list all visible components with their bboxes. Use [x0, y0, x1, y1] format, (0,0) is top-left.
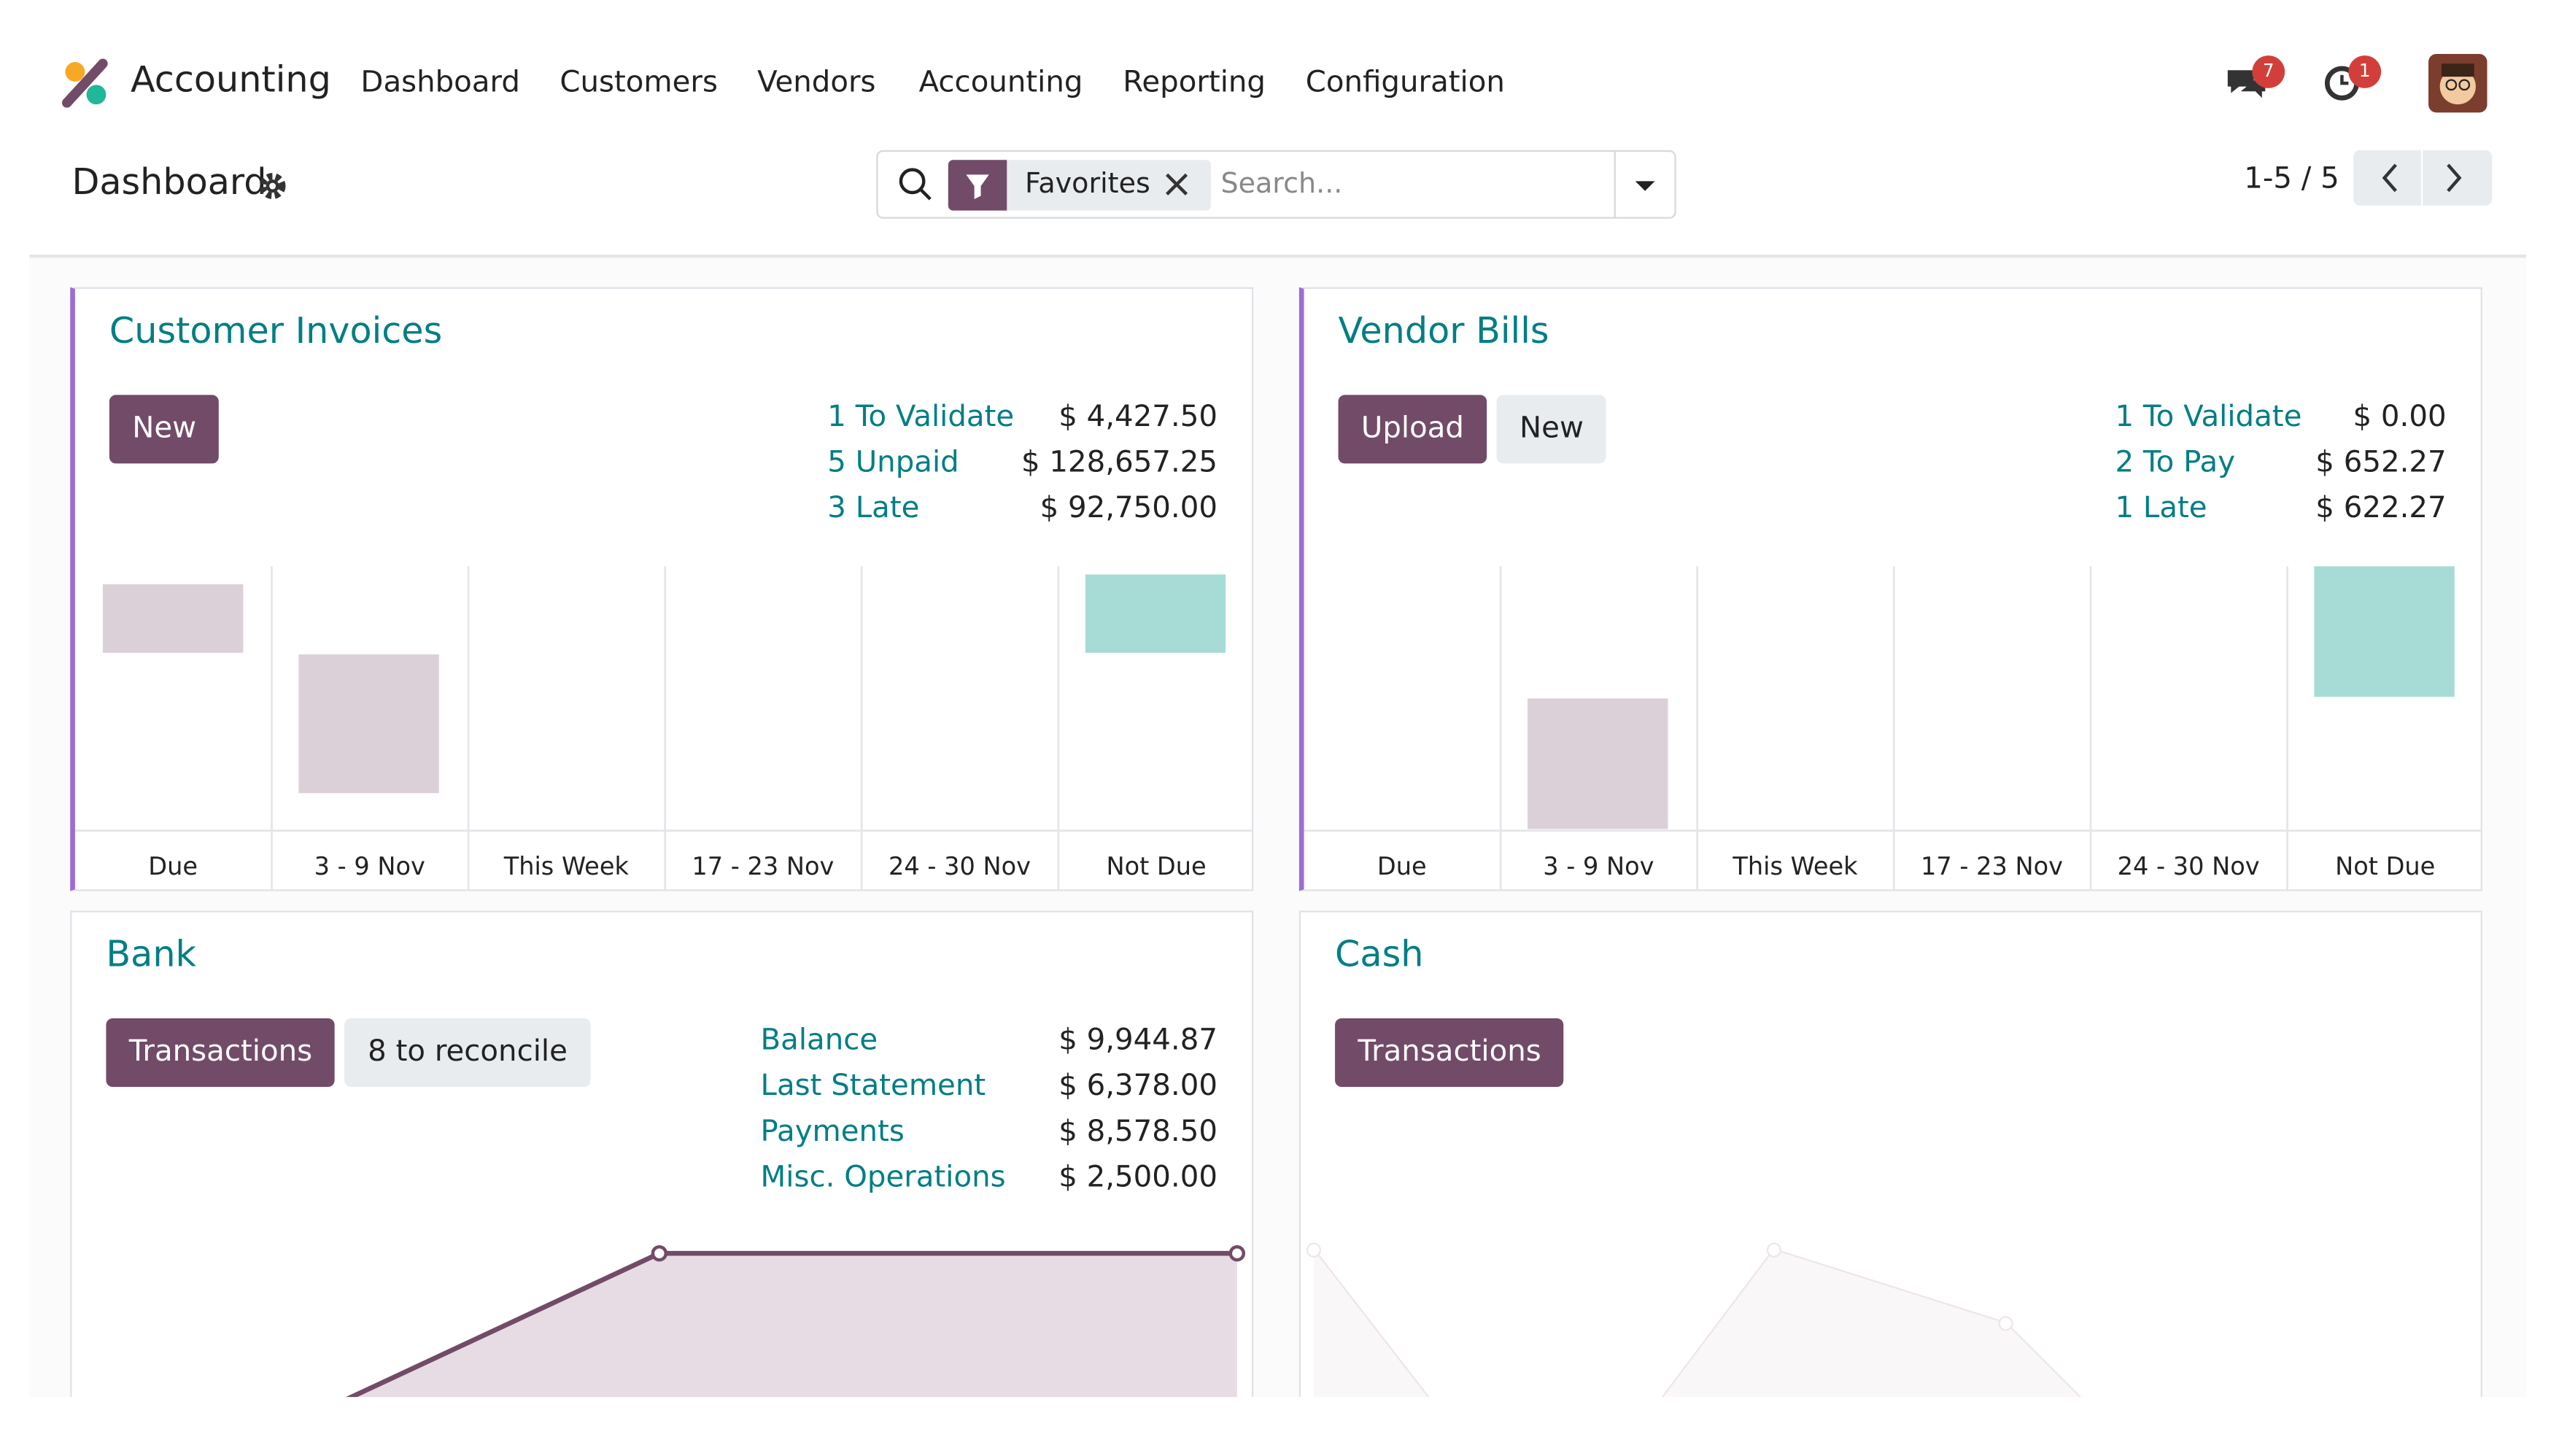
stat-amount: $ 2,500.00	[1058, 1160, 1217, 1195]
stat-amount: $ 622.27	[2315, 491, 2447, 526]
stat-label[interactable]: 1 To Validate	[2115, 400, 2302, 435]
column-label: 24 - 30 Nov	[2117, 851, 2260, 882]
column-label: 3 - 9 Nov	[314, 851, 425, 882]
breadcrumb: Dashboard	[71, 163, 267, 204]
search-placeholder[interactable]: Search...	[1220, 168, 1343, 201]
button[interactable]: New	[1496, 395, 1607, 464]
card: Vendor Bills Upload New 1 To Validate $ 0.00…	[1298, 287, 2482, 891]
menu-item[interactable]: Vendors	[757, 65, 876, 100]
bar[interactable]	[298, 654, 439, 794]
button[interactable]: Upload	[1338, 395, 1487, 464]
button[interactable]: New	[109, 395, 220, 464]
pager: 1-5 / 5	[2244, 161, 2339, 196]
stat-label[interactable]: 5 Unpaid	[827, 445, 959, 480]
bar[interactable]	[2314, 566, 2455, 697]
stat-amount: $ 6,378.00	[1058, 1069, 1217, 1104]
column-label: Not Due	[2335, 851, 2436, 882]
menu-item[interactable]: Accounting	[918, 65, 1083, 100]
menu-item[interactable]: Dashboard	[360, 65, 520, 100]
activities-badge: 1	[2348, 55, 2382, 88]
stat-label[interactable]: Payments	[760, 1115, 905, 1150]
card-title[interactable]: Customer Invoices	[109, 311, 443, 353]
settings-gear[interactable]	[258, 171, 287, 201]
bar[interactable]	[102, 584, 244, 653]
button[interactable]: 8 to reconcile	[344, 1018, 591, 1088]
column-label: Not Due	[1106, 851, 1207, 882]
stat-amount: $ 4,427.50	[1058, 400, 1217, 435]
button[interactable]: Transactions	[1335, 1018, 1565, 1088]
stat-label[interactable]: Misc. Operations	[760, 1160, 1006, 1195]
bar[interactable]	[1528, 698, 1668, 829]
card: Bank Transactions 8 to reconcile Balance $ 9…	[70, 910, 1254, 1398]
divider	[1614, 152, 1616, 217]
menu-item[interactable]: Customers	[560, 65, 718, 100]
messages-badge: 7	[2252, 55, 2285, 88]
stat-amount: $ 92,750.00	[1040, 491, 1217, 526]
card: Customer Invoices New 1 To Validate $ 4,427…	[70, 287, 1254, 891]
stat-label[interactable]: Last Statement	[760, 1069, 986, 1104]
bar[interactable]	[1085, 574, 1226, 653]
stat-label[interactable]: 1 Late	[2115, 491, 2207, 526]
stat-amount: $ 652.27	[2315, 445, 2447, 480]
button[interactable]: Transactions	[106, 1018, 336, 1088]
content: Customer Invoices New 1 To Validate $ 4,427…	[29, 257, 2527, 1398]
column-label: This Week	[1733, 851, 1858, 882]
search-toggle[interactable]	[1632, 177, 1658, 196]
stat-label[interactable]: 2 To Pay	[2115, 445, 2236, 480]
column-label: This Week	[503, 851, 629, 882]
menu-item[interactable]: Reporting	[1123, 65, 1266, 100]
card: Cash Transactions	[1298, 910, 2482, 1398]
bar-chart	[74, 566, 1252, 890]
line-chart	[346, 1245, 1246, 1398]
stat-label[interactable]: 1 To Validate	[827, 400, 1015, 435]
column-label: 17 - 23 Nov	[1921, 851, 2064, 882]
line-chart	[1306, 1242, 2082, 1398]
app-name[interactable]: Accounting	[130, 60, 331, 101]
bar-chart	[1304, 566, 2481, 890]
facet-icon	[948, 160, 1007, 211]
column-label: Due	[1377, 851, 1427, 882]
app-logo	[62, 58, 108, 108]
card-title[interactable]: Vendor Bills	[1338, 311, 1549, 353]
stat-label[interactable]: Balance	[760, 1023, 878, 1058]
stat-amount: $ 0.00	[2353, 400, 2447, 435]
column-label: Due	[148, 851, 198, 882]
search-bar[interactable]	[876, 150, 1676, 219]
facet-label: Favorites	[1024, 168, 1150, 201]
column-label: 17 - 23 Nov	[692, 851, 835, 882]
card-title[interactable]: Bank	[106, 934, 197, 976]
avatar[interactable]	[2428, 53, 2488, 113]
stat-amount: $ 8,578.50	[1058, 1115, 1217, 1150]
stat-amount: $ 9,944.87	[1058, 1023, 1217, 1058]
stat-label[interactable]: 3 Late	[827, 491, 920, 526]
search-icon	[899, 168, 932, 201]
separator	[29, 255, 2527, 258]
menu-item[interactable]: Configuration	[1305, 65, 1505, 100]
card-title[interactable]: Cash	[1335, 934, 1424, 976]
facet-remove[interactable]	[1164, 171, 1190, 198]
pager-buttons[interactable]	[2353, 150, 2493, 206]
column-label: 3 - 9 Nov	[1543, 851, 1654, 882]
stat-amount: $ 128,657.25	[1021, 445, 1217, 480]
column-label: 24 - 30 Nov	[888, 851, 1031, 882]
